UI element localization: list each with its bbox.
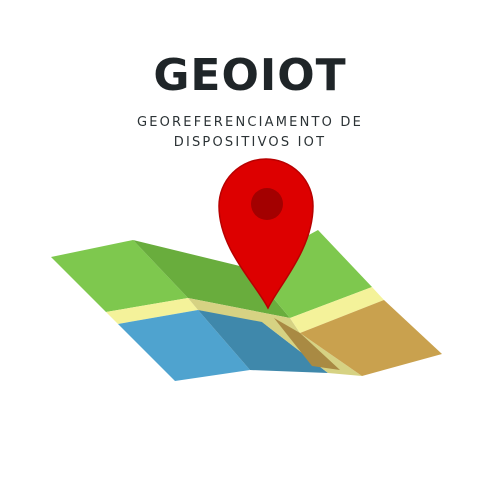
map-road-right <box>290 287 384 333</box>
map-panel-middle-green <box>133 240 290 318</box>
logo-title: GEOIOT <box>153 50 347 101</box>
logo-subtitle: GEOREFERENCIAMENTO DE DISPOSITIVOS IOT <box>136 115 364 150</box>
map-panel-right-land <box>300 300 442 376</box>
map-road-middle <box>188 298 300 333</box>
map-panel-left-green <box>51 240 188 312</box>
map-pin-body <box>218 158 314 310</box>
folded-map-icon <box>51 230 442 381</box>
map-panel-right-land-shade <box>274 318 340 370</box>
map-pin-icon <box>218 158 314 310</box>
map-road-left <box>106 298 198 324</box>
map-panel-middle-water <box>198 310 328 373</box>
map-panel-left-water <box>118 310 250 381</box>
map-pin-dot <box>251 188 283 220</box>
